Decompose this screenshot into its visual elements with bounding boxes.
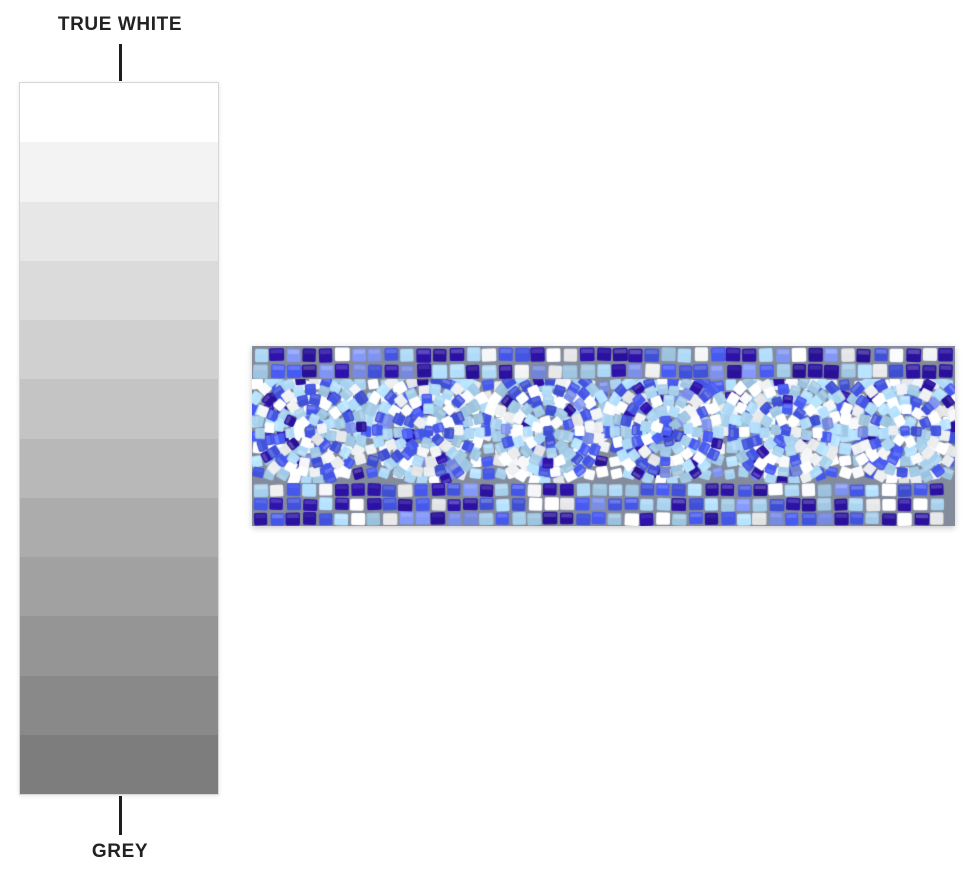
- grayscale-step: [20, 616, 218, 676]
- grayscale-step: [20, 320, 218, 380]
- grayscale-step: [20, 260, 218, 320]
- scale-tick-bottom: [119, 796, 122, 835]
- grayscale-step: [20, 379, 218, 439]
- grayscale-step: [20, 83, 218, 143]
- grayscale-step: [20, 438, 218, 498]
- grayscale-step: [20, 142, 218, 202]
- scale-tick-top: [119, 44, 122, 81]
- grayscale-bar: [19, 82, 219, 795]
- grey-label: GREY: [91, 841, 149, 862]
- true-white-label: TRUE WHITE: [57, 14, 183, 35]
- grayscale-step: [20, 557, 218, 617]
- grayscale-step: [20, 201, 218, 261]
- grayscale-step: [20, 497, 218, 557]
- mosaic-tile-image: [252, 346, 955, 526]
- grayscale-step: [20, 734, 218, 794]
- grayscale-step: [20, 675, 218, 735]
